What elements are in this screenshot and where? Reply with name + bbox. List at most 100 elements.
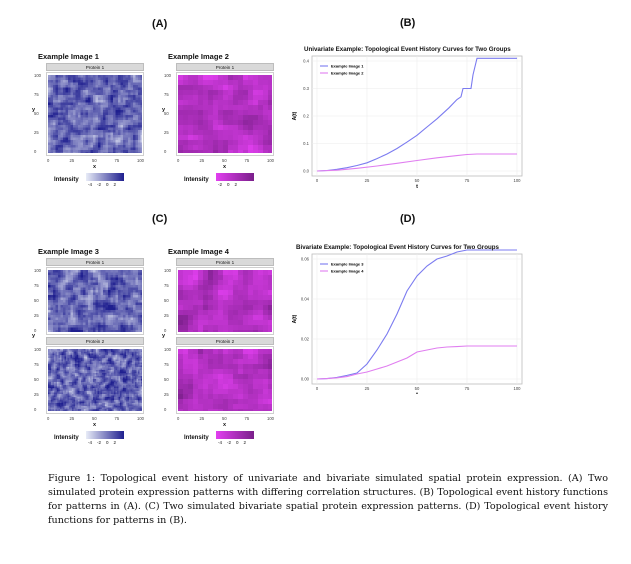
colorbar-tick-label: 2	[243, 440, 247, 445]
chart-title: Bivariate Example: Topological Event His…	[296, 244, 499, 251]
y-tick-label: 50	[34, 377, 39, 382]
legend-label: Example Image 1	[331, 63, 364, 68]
x-tick-label: 0	[316, 178, 319, 183]
y-tick-label: 50	[164, 377, 169, 382]
image-title: Example Image 3	[38, 247, 99, 256]
x-tick-label: 0	[47, 158, 50, 163]
heatmap-image	[48, 349, 142, 411]
x-tick-label: 50	[222, 416, 227, 421]
y-tick-label: 50	[34, 298, 39, 303]
heatmap-image	[48, 270, 142, 332]
heatmap-plot	[176, 346, 274, 414]
heatmap-plot	[176, 267, 274, 335]
colorbar-ticks: -2 0 2	[218, 182, 242, 187]
x-tick-label: 25	[365, 386, 370, 391]
x-axis-label: x	[93, 164, 97, 170]
colorbar-tick-label: 2	[113, 182, 117, 187]
colorbar-tick-label: -4	[218, 440, 223, 445]
x-tick-label: 100	[267, 158, 274, 163]
y-axis-label: A(t)	[292, 111, 298, 120]
y-tick-label: 0.4	[303, 59, 309, 64]
y-tick-label: 0.0	[303, 169, 309, 174]
y-tick-label: 75	[34, 92, 39, 97]
colorbar-ticks: -4 -2 0 2	[88, 440, 121, 445]
legend-label: Example Image 2	[331, 70, 364, 75]
x-tick-label: 0	[177, 416, 180, 421]
heatmap-image	[178, 349, 272, 411]
colorbar-tick-label: 0	[106, 440, 109, 445]
colorbar	[86, 173, 124, 181]
chart-bivariate: Bivariate Example: Topological Event His…	[290, 244, 530, 398]
panel-label-c: (C)	[152, 213, 168, 225]
series-line-2	[316, 153, 517, 172]
y-tick-label: 50	[164, 111, 169, 116]
heatmap-image	[178, 75, 272, 153]
y-tick-label: 0	[34, 149, 37, 154]
y-tick-label: 75	[34, 362, 39, 367]
x-tick-label: 25	[69, 416, 75, 421]
facet-strip: Protein 1	[46, 63, 144, 71]
colorbar-tick-label: -4	[88, 182, 93, 187]
x-tick-label: 25	[365, 178, 370, 183]
y-tick-label: 50	[34, 111, 39, 116]
y-tick-label: 0.3	[303, 86, 309, 91]
heatmap-plot	[46, 267, 144, 335]
x-tick-label: 25	[199, 416, 205, 421]
x-tick-label: 75	[465, 386, 470, 391]
colorbar-tick-label: 0	[236, 440, 239, 445]
x-tick-label: 75	[114, 158, 120, 163]
y-tick-label: 0.04	[301, 297, 310, 302]
legend-title: Intensity	[54, 435, 79, 441]
panel-label-a: (A)	[152, 18, 168, 30]
figure-caption: Figure 1: Topological event history of u…	[48, 472, 608, 528]
y-tick-label: 0	[164, 407, 167, 412]
colorbar-tick-label: -4	[88, 440, 93, 445]
legend-title: Intensity	[184, 435, 209, 441]
y-tick-label: 100	[164, 268, 171, 273]
facet-strip: Protein 2	[176, 337, 274, 345]
x-tick-label: 50	[92, 416, 97, 421]
colorbar-ticks: -4 -2 0 2	[88, 182, 121, 187]
colorbar-ticks: -4 -2 0 2	[218, 440, 251, 445]
y-tick-label: 25	[34, 130, 39, 135]
colorbar-tick-label: -2	[218, 182, 223, 187]
y-axis-label: y	[162, 333, 166, 339]
y-tick-label: 0	[34, 407, 37, 412]
panel-label-d: (D)	[400, 213, 416, 225]
legend-title: Intensity	[184, 177, 209, 183]
x-tick-label: 25	[199, 158, 205, 163]
chart-univariate: Univariate Example: Topological Event Hi…	[290, 44, 530, 194]
x-tick-label: 100	[514, 178, 522, 183]
x-tick-label: 0	[316, 386, 319, 391]
caption-label: Figure 1:	[48, 473, 96, 484]
x-tick-label: 50	[222, 158, 227, 163]
x-tick-label: 100	[137, 158, 144, 163]
x-tick-label: 50	[415, 178, 420, 183]
y-tick-label: 100	[164, 73, 171, 78]
y-tick-label: 100	[34, 347, 41, 352]
colorbar-tick-label: 2	[113, 440, 117, 445]
x-axis-label: t	[416, 184, 418, 190]
y-tick-label: 0.00	[301, 377, 310, 382]
y-tick-label: 25	[34, 392, 39, 397]
x-axis-label: x	[223, 422, 227, 428]
heatmap-image	[178, 270, 272, 332]
x-tick-label: 50	[415, 386, 420, 391]
y-tick-label: 100	[34, 73, 41, 78]
colorbar-tick-label: -2	[97, 440, 102, 445]
y-tick-label: 75	[164, 362, 169, 367]
y-tick-label: 75	[164, 283, 169, 288]
image-title: Example Image 2	[168, 52, 229, 61]
x-tick-label: 0	[177, 158, 180, 163]
heatmap-plot	[176, 72, 274, 156]
x-tick-label: 100	[514, 386, 522, 391]
image-title: Example Image 1	[38, 52, 99, 61]
y-tick-label: 25	[34, 313, 39, 318]
heatmap-image	[48, 75, 142, 153]
y-tick-label: 0.06	[301, 257, 310, 262]
colorbar-tick-label: 0	[106, 182, 109, 187]
y-tick-label: 0.2	[303, 114, 309, 119]
image-title: Example Image 4	[168, 247, 229, 256]
chart-univariate-svg: 0.0 0.1 0.2 0.3 0.4 0 25 50 75 100 t A(t) Example Im…	[292, 55, 523, 190]
facet-strip: Protein 2	[46, 337, 144, 345]
